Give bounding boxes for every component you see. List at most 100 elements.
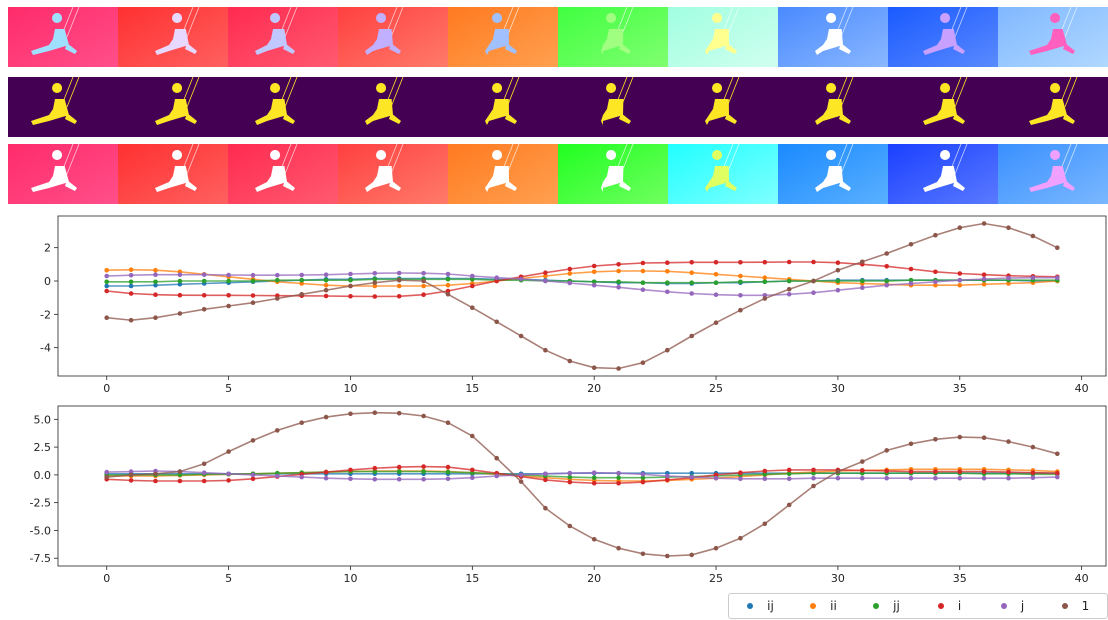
data-point bbox=[128, 291, 134, 296]
data-point bbox=[567, 523, 573, 529]
data-point bbox=[908, 266, 914, 272]
legend-marker bbox=[937, 603, 944, 609]
data-point bbox=[275, 473, 280, 479]
data-point bbox=[786, 467, 792, 473]
frame-tile bbox=[228, 144, 338, 204]
data-point bbox=[933, 282, 938, 288]
legend: ij ii jj i j 1 bbox=[728, 593, 1108, 619]
x-tick-label: 15 bbox=[465, 572, 479, 585]
data-point bbox=[933, 232, 938, 238]
data-point bbox=[762, 476, 768, 482]
data-point bbox=[201, 293, 207, 298]
data-point bbox=[616, 285, 621, 290]
data-point bbox=[104, 469, 109, 475]
data-point bbox=[811, 290, 816, 296]
data-point bbox=[470, 433, 475, 439]
frame-tile bbox=[8, 77, 118, 137]
data-point bbox=[177, 292, 183, 298]
data-point bbox=[1055, 474, 1060, 480]
data-point bbox=[713, 272, 719, 277]
data-point bbox=[957, 282, 963, 288]
data-point bbox=[1055, 451, 1060, 457]
data-point bbox=[713, 475, 719, 481]
frame-tile bbox=[118, 7, 228, 67]
data-point bbox=[981, 272, 987, 278]
data-point bbox=[616, 262, 621, 267]
data-point bbox=[153, 315, 158, 321]
data-point bbox=[933, 269, 938, 275]
data-point bbox=[786, 259, 792, 265]
data-point bbox=[884, 278, 889, 284]
data-point bbox=[811, 278, 816, 284]
y-tick-label: 2 bbox=[44, 242, 51, 255]
data-point bbox=[104, 273, 109, 279]
data-point bbox=[591, 263, 597, 269]
data-point bbox=[201, 470, 207, 476]
x-tick-label: 15 bbox=[465, 382, 479, 395]
data-point bbox=[421, 278, 426, 284]
data-point bbox=[445, 464, 451, 470]
data-point bbox=[128, 279, 134, 285]
data-point bbox=[738, 307, 743, 313]
legend-item-j: j bbox=[981, 599, 1044, 613]
legend-marker bbox=[810, 603, 817, 609]
data-point bbox=[348, 277, 353, 283]
data-point bbox=[299, 474, 305, 480]
data-point bbox=[738, 476, 743, 482]
data-point bbox=[884, 468, 889, 474]
frame-tile bbox=[228, 77, 338, 137]
data-point bbox=[153, 292, 158, 298]
data-point bbox=[1006, 275, 1011, 281]
x-tick-label: 0 bbox=[103, 572, 110, 585]
frame-tile bbox=[558, 77, 668, 137]
data-point bbox=[177, 282, 183, 287]
data-point bbox=[372, 469, 378, 474]
y-tick-label: -2 bbox=[40, 308, 51, 321]
frame-tile bbox=[668, 7, 778, 67]
data-point bbox=[762, 468, 768, 474]
data-point bbox=[981, 435, 987, 441]
data-point bbox=[884, 282, 889, 288]
data-point bbox=[738, 535, 743, 541]
y-tick-label: -7.5 bbox=[30, 552, 51, 565]
data-point bbox=[153, 478, 158, 484]
x-tick-label: 0 bbox=[103, 382, 110, 395]
data-point bbox=[153, 282, 158, 288]
data-point bbox=[445, 476, 451, 482]
data-point bbox=[299, 292, 305, 297]
frame-tile bbox=[778, 144, 888, 204]
x-tick-label: 40 bbox=[1075, 382, 1089, 395]
data-point bbox=[591, 537, 597, 542]
data-point bbox=[153, 272, 158, 278]
data-point bbox=[884, 264, 889, 269]
data-point bbox=[177, 469, 183, 474]
data-point bbox=[665, 289, 670, 295]
data-point bbox=[835, 469, 841, 474]
data-point bbox=[1030, 470, 1036, 476]
frame-tile bbox=[448, 77, 558, 137]
data-point bbox=[616, 475, 621, 481]
data-point bbox=[226, 293, 231, 298]
data-point bbox=[421, 270, 426, 276]
legend-marker bbox=[1061, 603, 1068, 609]
frame-tile bbox=[8, 7, 118, 67]
legend-item-ij: ij bbox=[729, 599, 792, 613]
data-point bbox=[250, 472, 256, 478]
data-point bbox=[616, 268, 621, 274]
frame-tile bbox=[998, 144, 1108, 204]
data-point bbox=[421, 283, 426, 289]
data-point bbox=[786, 471, 792, 477]
data-point bbox=[786, 292, 792, 297]
data-point bbox=[226, 478, 231, 483]
data-point bbox=[396, 294, 402, 299]
data-point bbox=[957, 271, 963, 276]
data-point bbox=[226, 303, 231, 309]
data-point bbox=[713, 320, 719, 326]
data-point bbox=[396, 464, 402, 470]
data-point bbox=[981, 221, 987, 226]
data-point bbox=[811, 475, 816, 481]
data-point bbox=[543, 347, 548, 353]
data-point bbox=[372, 294, 378, 299]
data-point bbox=[665, 477, 670, 483]
data-point bbox=[421, 292, 426, 298]
